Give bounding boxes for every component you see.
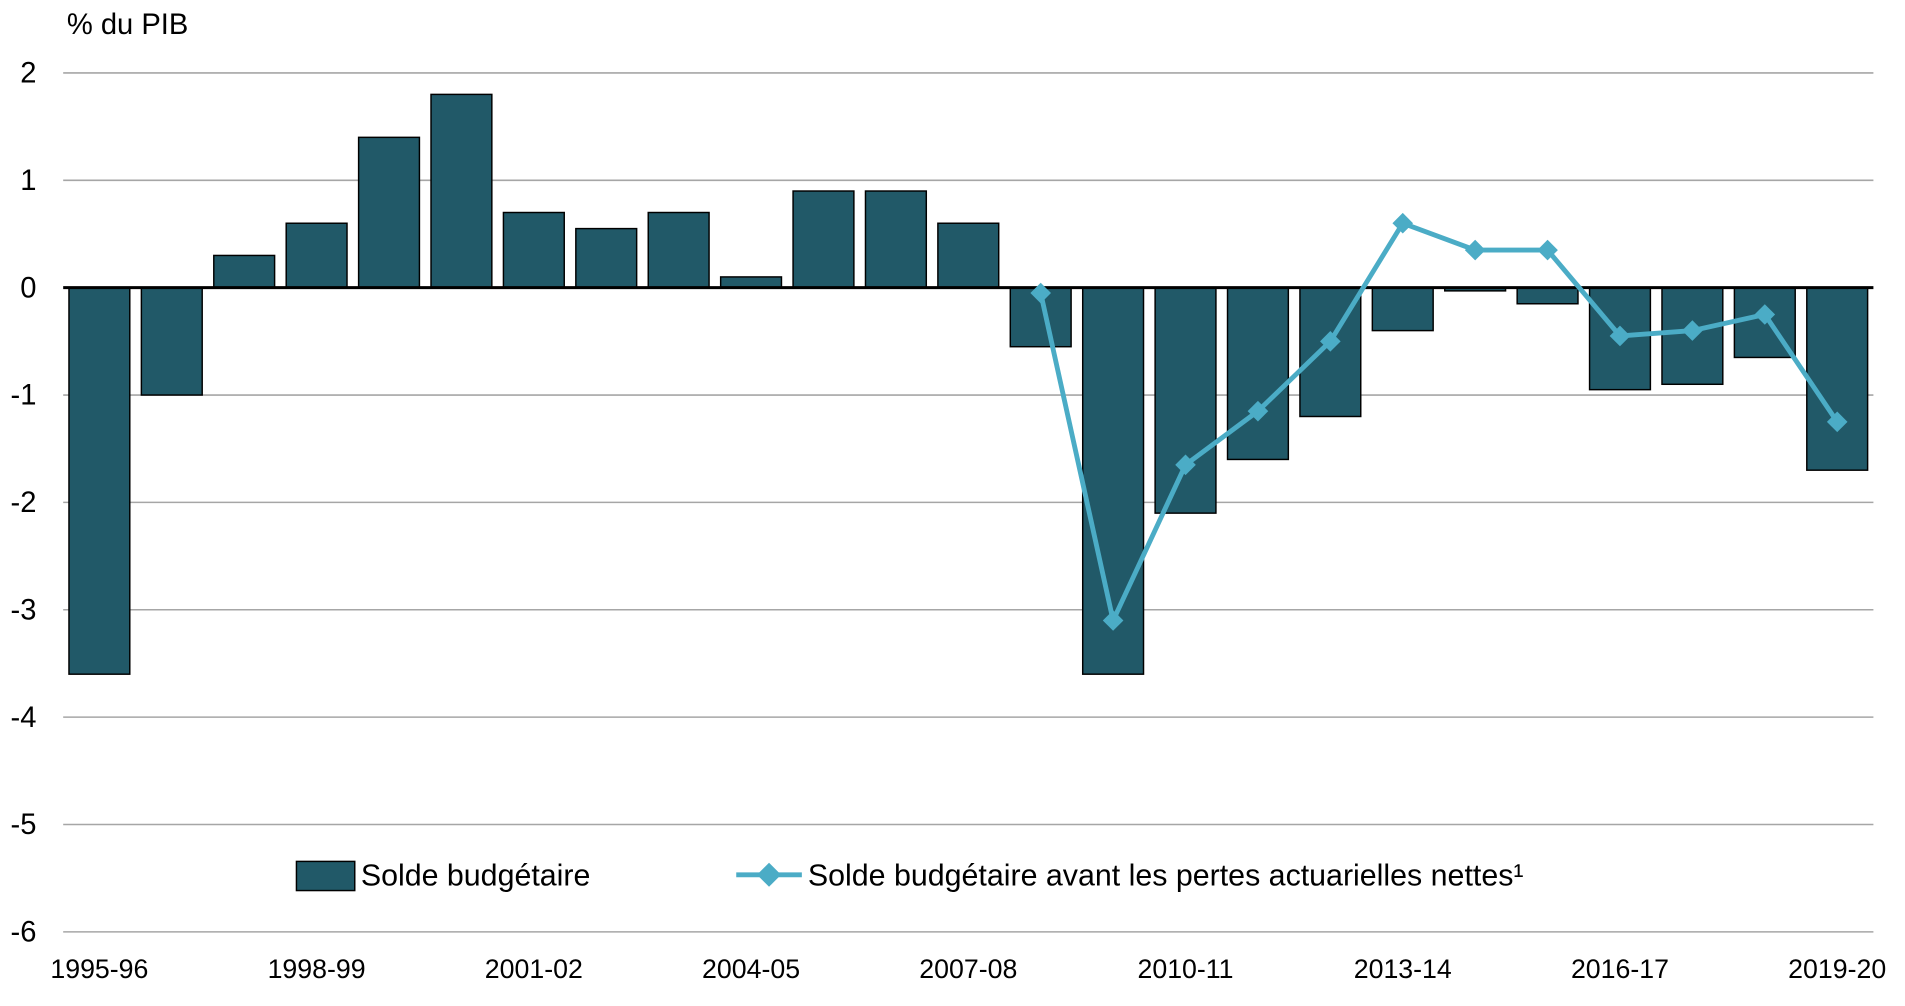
- legend-label-line: Solde budgétaire avant les pertes actuar…: [808, 860, 1524, 893]
- bar-1999-00: [357, 136, 421, 289]
- y-tick-label: -4: [11, 702, 37, 734]
- y-axis-label: % du PIB: [67, 9, 189, 41]
- bar-1997-98: [213, 254, 276, 289]
- x-tick-label: 2007-08: [919, 954, 1017, 984]
- bar-2011-12: [1226, 286, 1290, 461]
- x-tick-label: 1998-99: [268, 954, 366, 984]
- x-tick-label: 2016-17: [1571, 954, 1669, 984]
- y-tick-label: -1: [11, 380, 37, 412]
- bar-2005-06: [792, 190, 855, 289]
- y-tick-label: -3: [11, 594, 37, 626]
- bar-2000-01: [430, 93, 493, 289]
- marker-2009-10: [1102, 610, 1124, 631]
- x-tick-label: 2004-05: [702, 954, 800, 984]
- bar-2013-14: [1371, 286, 1434, 332]
- bar-2007-08: [937, 222, 1000, 289]
- y-tick-label: -6: [11, 917, 37, 949]
- y-tick-label: 0: [20, 272, 36, 304]
- y-tick-label: -5: [11, 809, 37, 841]
- marker-2014-15: [1464, 239, 1486, 261]
- bar-2002-03: [575, 227, 638, 289]
- bar-2006-07: [864, 190, 928, 289]
- x-tick-label: 2010-11: [1137, 954, 1233, 984]
- legend-swatch-marker: [757, 862, 782, 887]
- x-tick-label: 2013-14: [1354, 954, 1452, 984]
- bar-2010-11: [1154, 286, 1217, 514]
- bar-1995-96: [68, 286, 131, 675]
- bar-2003-04: [647, 211, 710, 289]
- bar-1996-97: [140, 286, 203, 396]
- bar-2004-05: [719, 276, 783, 289]
- legend-swatch-bar: [295, 860, 356, 892]
- series-line: [1038, 220, 1840, 629]
- bar-2019-20: [1806, 286, 1869, 471]
- bar-2015-16: [1516, 286, 1579, 305]
- y-tick-label: 2: [20, 58, 36, 90]
- y-tick-label: 1: [20, 165, 36, 197]
- x-tick-label: 2001-02: [485, 954, 583, 984]
- legend-label-bar: Solde budgétaire: [361, 860, 591, 893]
- legend: Solde budgétaire Solde budgétaire avant …: [295, 860, 1524, 893]
- bar-2001-02: [502, 211, 565, 289]
- bar-1998-99: [285, 222, 348, 289]
- x-tick-label: 2019-20: [1788, 954, 1886, 984]
- x-tick-label: 1995-96: [50, 954, 148, 984]
- y-tick-label: -2: [11, 487, 37, 519]
